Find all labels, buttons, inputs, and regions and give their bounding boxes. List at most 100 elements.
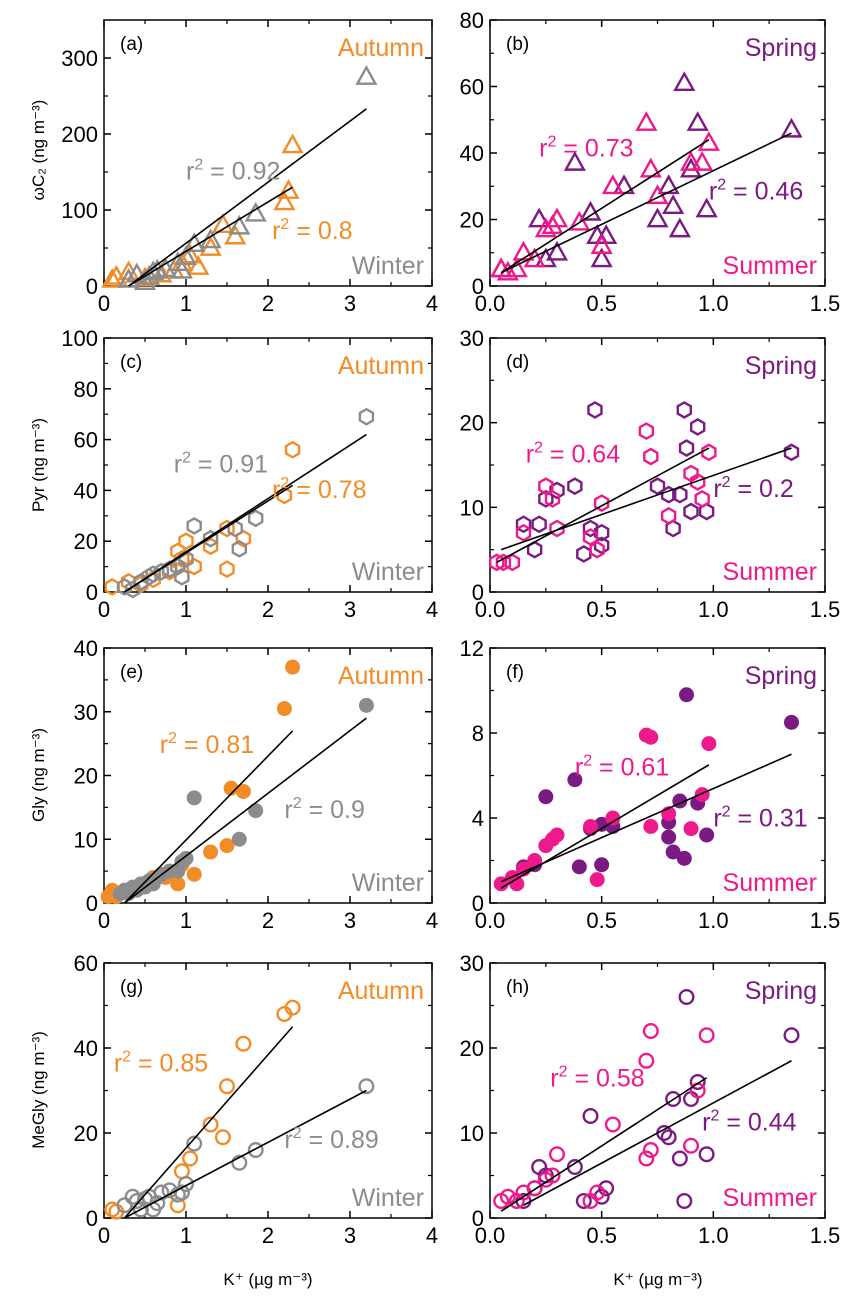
data-point [642,1022,659,1039]
data-point [231,1154,248,1171]
season-label-winter: Winter [352,558,424,586]
data-point [638,422,655,441]
data-point [593,536,610,555]
data-point [174,567,190,586]
panel-h: 0.0 0.5 1.0 1.5 0 10 20 30 (h) Spring Summer r2 = 0… [460,951,841,1248]
data-point [515,523,532,542]
data-point [228,214,251,235]
x-tick-label: 0 [98,908,110,933]
r-squared-label: r2 = 0.9 [284,795,364,824]
data-point [676,1192,693,1209]
data-point [697,131,720,151]
season-label-autumn: Autumn [338,977,424,1005]
data-point [604,1116,621,1133]
data-point [784,714,799,730]
y-tick-label: 80 [74,377,98,402]
data-point [504,553,521,572]
panel-b: 0.0 0.5 1.0 1.5 0 20 40 60 80 (b) Spring Summer r2 =… [460,8,841,316]
fit-line [124,433,367,593]
data-point [231,831,247,847]
y-tick-label: 80 [460,8,484,33]
data-point [179,243,202,264]
data-point [358,1078,375,1095]
data-point [662,194,685,215]
data-point [780,117,803,138]
data-point [528,207,551,228]
data-point [248,803,264,819]
data-point [601,174,624,195]
data-point [355,65,378,85]
y-axis-label: Pyr (ng m⁻³) [29,418,48,512]
season-label-autumn: Autumn [338,662,424,690]
season-label-summer: Summer [723,558,817,586]
r-squared-label: r2 = 0.31 [713,804,807,833]
x-tick-label: 0.0 [475,291,506,316]
data-point [701,736,717,752]
y-tick-label: 10 [460,495,484,520]
data-point [544,1167,561,1184]
data-point [699,827,715,843]
data-point [526,1180,543,1197]
series-winter [116,1078,375,1218]
data-point [579,200,602,221]
x-tick-label: 0.5 [586,1223,617,1248]
y-tick-label: 100 [61,326,98,351]
x-tick-label: 0 [98,291,110,316]
x-tick-label: 1.5 [810,908,841,933]
fit-line [500,1077,708,1212]
x-tick-label: 3 [344,908,356,933]
data-point [567,477,583,496]
data-point [642,1141,659,1158]
data-point [671,1150,688,1167]
data-point [575,1192,592,1209]
fit-line [500,139,710,274]
data-point [235,1035,252,1052]
r-squared-label: r2 = 0.8 [272,216,352,245]
data-point [527,853,543,868]
x-tick-label: 2 [262,1223,274,1248]
y-axis-label: Gly (ng m⁻³) [29,728,48,822]
fit-line [124,717,367,904]
season-label-autumn: Autumn [338,34,424,62]
y-tick-label: 10 [74,827,98,852]
data-point [170,258,193,279]
y-tick-label: 40 [74,636,98,661]
data-point [178,532,194,551]
data-point [673,71,696,92]
fit-line [500,753,792,883]
season-label-winter: Winter [352,1184,424,1212]
panel-f: 0.0 0.5 1.0 1.5 0 4 8 12 (f) Spring Summer r2 = 0.6… [460,636,841,933]
data-point [116,578,133,596]
data-point [589,1184,606,1201]
y-tick-label: 8 [472,721,484,746]
series-spring [490,71,803,278]
data-point [177,1175,194,1192]
x-tick-label: 0.0 [475,597,506,622]
data-point [489,553,505,572]
y-tick-label: 0 [86,580,98,605]
panel-label: (b) [506,34,529,55]
data-point [247,509,264,528]
r-squared-label: r2 = 0.64 [526,439,620,468]
y-axis-label: ωC₂ (ng m⁻³) [29,100,48,201]
data-point [683,502,699,521]
fit-line [124,1089,367,1219]
data-point [638,1150,655,1167]
season-label-autumn: Autumn [338,352,424,380]
x-tick-label: 3 [344,1223,356,1248]
data-point [531,515,547,534]
r-squared-label: r2 = 0.89 [284,1125,378,1154]
fit-line [128,108,367,287]
data-point [678,439,695,457]
series-summer [493,1022,715,1209]
y-tick-label: 10 [460,1121,484,1146]
y-tick-label: 0 [472,274,484,299]
data-point [224,224,247,245]
x-tick-label: 1.0 [698,597,729,622]
data-point [643,819,659,834]
r-squared-label: r2 = 0.92 [186,157,280,186]
data-point [698,1146,715,1163]
data-point [590,247,613,268]
